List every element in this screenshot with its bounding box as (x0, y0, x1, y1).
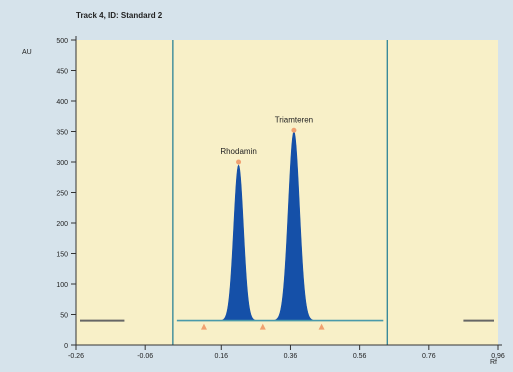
y-tick-label-400: 400 (56, 99, 68, 106)
x-axis-label: Rf (490, 359, 497, 366)
peak-area-rhodamin (218, 164, 259, 321)
y-tick-label-150: 150 (56, 252, 68, 259)
y-axis-label: AU (22, 49, 32, 56)
x-tick-label-1: -0.06 (137, 353, 153, 360)
y-tick-label-250: 250 (56, 191, 68, 198)
y-tick-label-300: 300 (56, 160, 68, 167)
x-tick-label-2: 0.16 (214, 353, 228, 360)
x-tick-label-6: 0.96 (491, 353, 505, 360)
peak-max-marker-rhodamin (236, 159, 242, 165)
y-tick-label-100: 100 (56, 282, 68, 289)
x-tick-label-5: 0.76 (422, 353, 436, 360)
x-tick-label-3: 0.36 (284, 353, 298, 360)
y-tick-label-450: 450 (56, 69, 68, 76)
peak-max-marker-triamteren (291, 127, 297, 133)
axis-layer: 0 50 100 150 200 250 300 350 400 450 500 -0.26 -0.06… (56, 36, 505, 360)
y-tick-label-0: 0 (64, 343, 68, 350)
y-tick-label-350: 350 (56, 130, 68, 137)
peak-label-rhodamin: Rhodamin (220, 147, 256, 156)
data-layer: Rhodamin Triamteren (80, 40, 494, 345)
y-tick-label-50: 50 (60, 313, 68, 320)
x-tick-label-4: 0.56 (353, 353, 367, 360)
peak-label-triamteren: Triamteren (275, 115, 313, 124)
y-tick-label-200: 200 (56, 221, 68, 228)
chart-title: Track 4, ID: Standard 2 (76, 11, 163, 20)
boundary-marker-1 (259, 323, 266, 330)
boundary-marker-0 (200, 323, 207, 330)
x-tick-label-0: -0.26 (68, 353, 84, 360)
boundary-marker-2 (318, 323, 325, 330)
y-tick-label-500: 500 (56, 38, 68, 45)
